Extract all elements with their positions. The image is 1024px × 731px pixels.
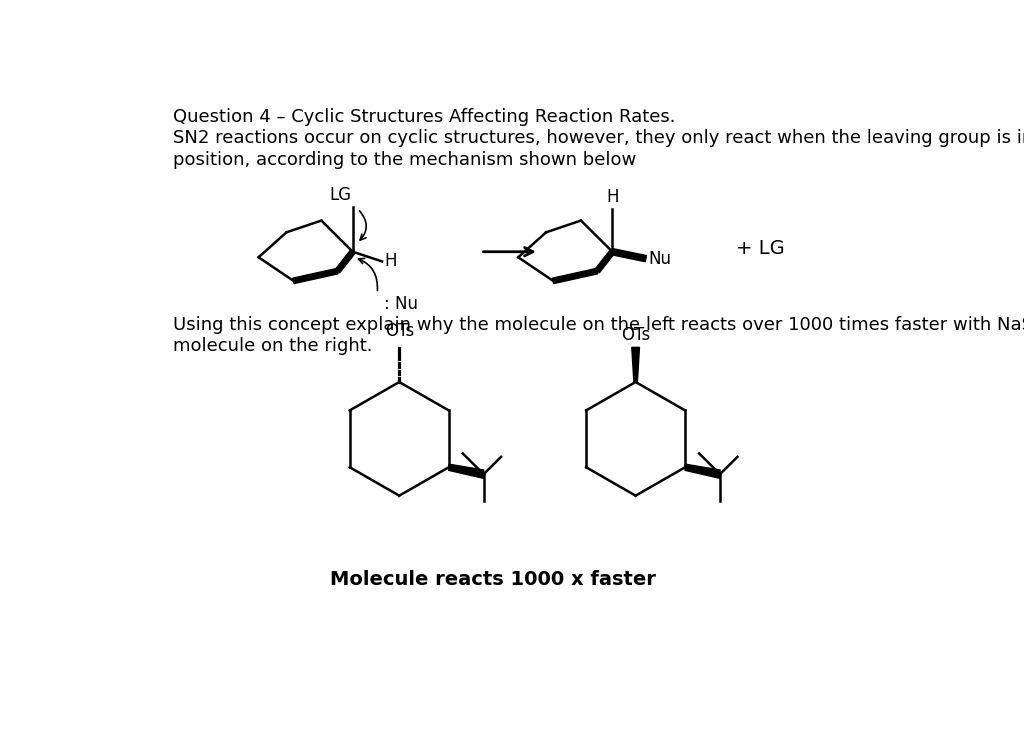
Polygon shape	[611, 249, 646, 262]
Text: Nu: Nu	[648, 250, 672, 268]
Text: H: H	[606, 188, 618, 206]
FancyArrowPatch shape	[359, 211, 367, 240]
Text: LG: LG	[329, 186, 351, 204]
Polygon shape	[293, 268, 338, 284]
Text: : Nu: : Nu	[384, 295, 418, 314]
Polygon shape	[553, 268, 598, 284]
Text: OTs: OTs	[385, 322, 414, 341]
Text: H: H	[385, 251, 397, 270]
Text: position, according to the mechanism shown below: position, according to the mechanism sho…	[173, 151, 636, 169]
Polygon shape	[335, 250, 355, 273]
Text: + LG: + LG	[736, 239, 785, 258]
Text: Using this concept explain why the molecule on the left reacts over 1000 times f: Using this concept explain why the molec…	[173, 316, 1024, 333]
Text: SN2 reactions occur on cyclic structures, however, they only react when the leav: SN2 reactions occur on cyclic structures…	[173, 129, 1024, 148]
FancyArrowPatch shape	[358, 259, 378, 290]
Polygon shape	[595, 250, 614, 273]
Text: molecule on the right.: molecule on the right.	[173, 337, 373, 355]
Text: OTs: OTs	[621, 326, 650, 344]
Polygon shape	[632, 347, 639, 382]
Polygon shape	[685, 464, 720, 478]
Text: Question 4 – Cyclic Structures Affecting Reaction Rates.: Question 4 – Cyclic Structures Affecting…	[173, 107, 676, 126]
Polygon shape	[449, 464, 483, 478]
Text: Molecule reacts 1000 x faster: Molecule reacts 1000 x faster	[330, 569, 655, 588]
